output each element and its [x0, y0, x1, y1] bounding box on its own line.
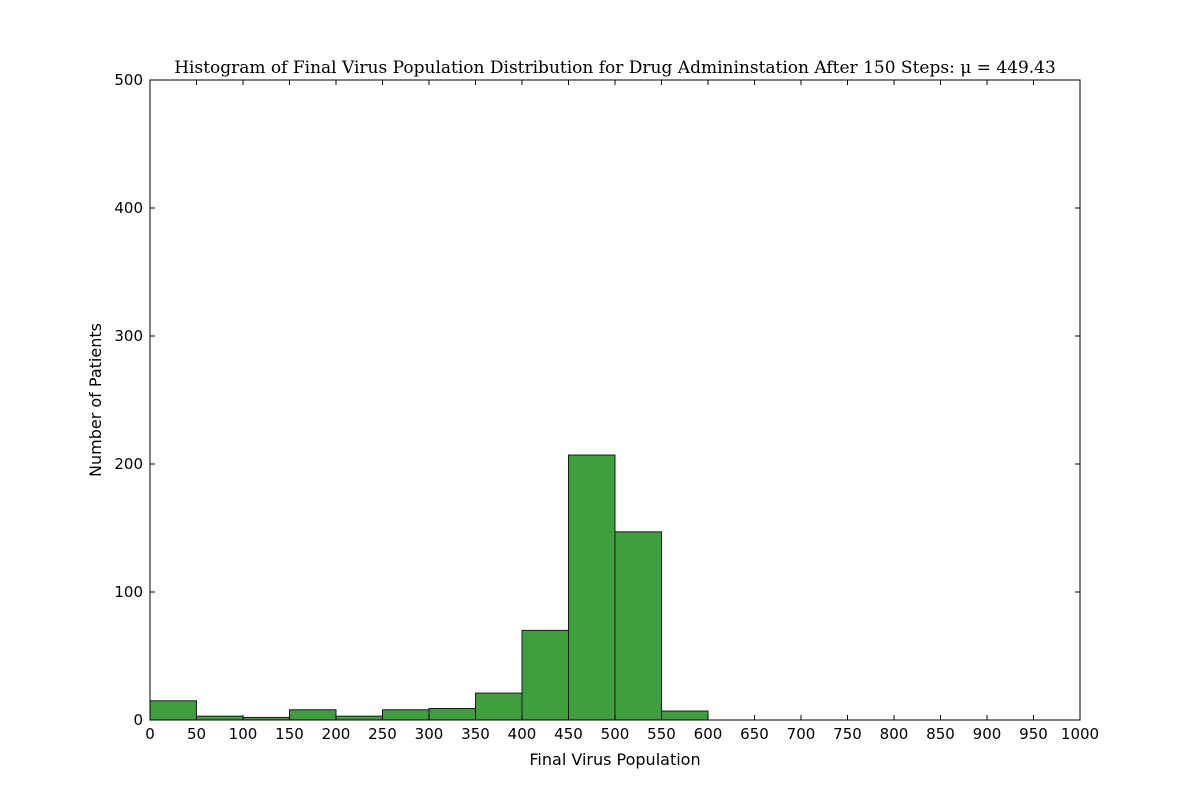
- histogram-bar: [661, 710, 709, 721]
- x-tick-label: 500: [601, 725, 630, 743]
- x-tick-label: 700: [787, 725, 816, 743]
- histogram-bar: [428, 707, 476, 721]
- y-tick-label: 300: [114, 327, 143, 345]
- x-tick-label: 800: [880, 725, 909, 743]
- x-tick-label: 50: [187, 725, 206, 743]
- chart-title: Histogram of Final Virus Population Dist…: [174, 58, 1056, 78]
- x-tick-label: 650: [740, 725, 769, 743]
- x-tick-label: 550: [647, 725, 676, 743]
- histogram-bar: [289, 709, 337, 721]
- x-tick-label: 350: [461, 725, 490, 743]
- histogram-bar: [149, 700, 197, 721]
- x-axis-ticks: 0 50 100 150 200 250 300 350 400 450 500 550 600 650 7…: [145, 80, 1099, 743]
- y-tick-label: 400: [114, 199, 143, 217]
- y-tick-label: 500: [114, 71, 143, 89]
- bars-group: [149, 454, 709, 721]
- x-tick-label: 0: [145, 725, 155, 743]
- x-tick-label: 400: [508, 725, 537, 743]
- x-tick-label: 1000: [1061, 725, 1099, 743]
- y-tick-label: 200: [114, 455, 143, 473]
- y-axis-label: Number of Patients: [86, 323, 105, 477]
- x-tick-label: 200: [322, 725, 351, 743]
- x-tick-label: 250: [368, 725, 397, 743]
- x-tick-label: 750: [833, 725, 862, 743]
- x-tick-label: 900: [973, 725, 1002, 743]
- y-tick-label: 0: [133, 711, 143, 729]
- histogram-bar: [521, 629, 569, 721]
- x-tick-label: 450: [554, 725, 583, 743]
- histogram-bar: [475, 692, 523, 721]
- histogram-bar: [568, 454, 616, 721]
- histogram-bar: [196, 715, 244, 721]
- histogram-bar: [614, 531, 662, 721]
- x-tick-label: 150: [275, 725, 304, 743]
- x-axis-label: Final Virus Population: [529, 750, 700, 769]
- x-tick-label: 100: [229, 725, 258, 743]
- y-axis-ticks: 0 100 200 300 400 500: [114, 71, 1080, 729]
- x-tick-label: 600: [694, 725, 723, 743]
- y-tick-label: 100: [114, 583, 143, 601]
- histogram-bar: [335, 715, 383, 721]
- x-tick-label: 850: [926, 725, 955, 743]
- x-tick-label: 950: [1019, 725, 1048, 743]
- histogram-bar: [382, 709, 430, 721]
- x-tick-label: 300: [415, 725, 444, 743]
